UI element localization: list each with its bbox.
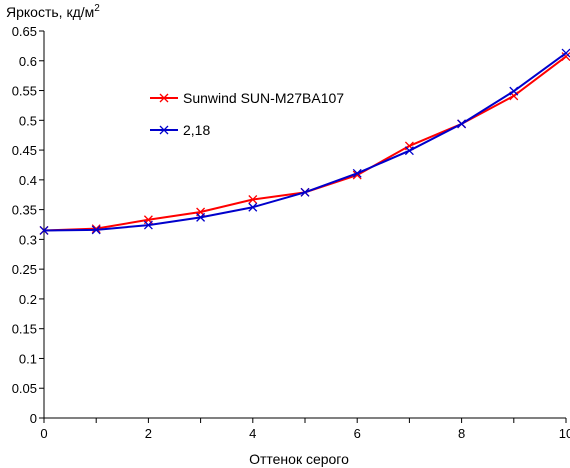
legend-label: 2,18 (183, 122, 210, 138)
series-layer (39, 48, 570, 235)
y-tick-label: 0.1 (19, 351, 37, 366)
y-tick-label: 0.5 (19, 113, 37, 128)
series-2 (39, 48, 570, 235)
x-tick-label: 2 (145, 426, 152, 441)
series-line (43, 55, 567, 232)
data-point (457, 119, 467, 129)
data-point (91, 225, 101, 235)
data-point (561, 48, 570, 58)
x-axis-ticks: 0 2 4 6 8 10 (40, 418, 570, 441)
legend-item: 2,18 (150, 122, 210, 138)
series-line (43, 52, 567, 232)
y-tick-label: 0.4 (19, 173, 37, 188)
data-point (300, 187, 310, 197)
x-tick-label: 10 (559, 426, 570, 441)
legend-item: Sunwind SUN-M27BA107 (150, 90, 344, 106)
data-point (91, 224, 101, 234)
y-tick-label: 0.2 (19, 292, 37, 307)
data-point (352, 168, 362, 178)
legend-marker (159, 125, 169, 135)
y-tick-label: 0.25 (12, 262, 37, 277)
y-tick-label: 0.15 (12, 322, 37, 337)
y-tick-label: 0.35 (12, 203, 37, 218)
data-point (39, 225, 49, 235)
x-tick-label: 6 (354, 426, 361, 441)
x-axis-label: Оттенок серого (249, 451, 349, 467)
y-tick-label: 0.05 (12, 381, 37, 396)
y-axis-ticks: 0 0.05 0.1 0.15 0.2 0.25 0.3 0.35 0.4 0.45 0.5 0.55… (12, 24, 44, 426)
y-tick-label: 0.6 (19, 54, 37, 69)
y-tick-label: 0.45 (12, 143, 37, 158)
x-tick-label: 8 (458, 426, 465, 441)
data-point (143, 220, 153, 230)
x-tick-label: 0 (40, 426, 47, 441)
y-tick-label: 0.55 (12, 84, 37, 99)
data-point (248, 195, 258, 204)
data-point (509, 86, 519, 96)
legend-marker (159, 93, 169, 103)
legend-label: Sunwind SUN-M27BA107 (183, 90, 344, 106)
data-point (196, 212, 206, 222)
y-axis-label: Яркость, кд/м2 (6, 3, 100, 20)
data-point (248, 202, 258, 212)
y-tick-label: 0 (30, 411, 37, 426)
legend: Sunwind SUN-M27BA107 2,18 (150, 90, 344, 138)
data-point (404, 146, 414, 156)
x-tick-label: 4 (249, 426, 256, 441)
series-1 (39, 52, 570, 235)
y-tick-label: 0.65 (12, 24, 37, 39)
y-tick-label: 0.3 (19, 232, 37, 247)
